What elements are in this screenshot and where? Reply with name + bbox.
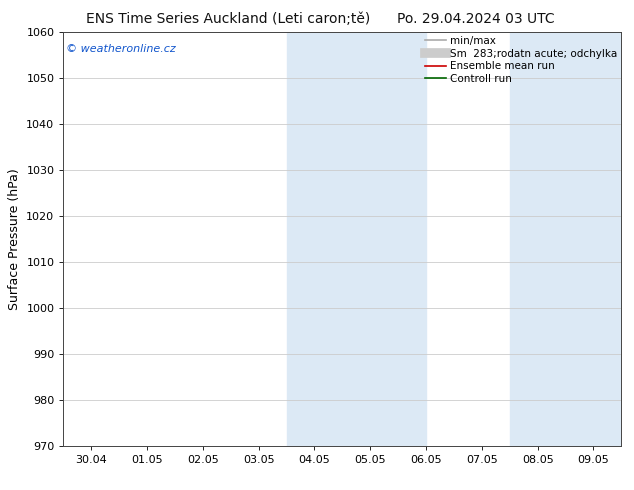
Text: © weatheronline.cz: © weatheronline.cz bbox=[66, 44, 176, 54]
Text: Po. 29.04.2024 03 UTC: Po. 29.04.2024 03 UTC bbox=[397, 12, 554, 26]
Legend: min/max, Sm  283;rodatn acute; odchylka, Ensemble mean run, Controll run: min/max, Sm 283;rodatn acute; odchylka, … bbox=[423, 34, 619, 86]
Text: ENS Time Series Auckland (Leti caron;tě): ENS Time Series Auckland (Leti caron;tě) bbox=[86, 12, 370, 26]
Bar bbox=[510, 32, 621, 446]
Y-axis label: Surface Pressure (hPa): Surface Pressure (hPa) bbox=[8, 168, 21, 310]
Bar bbox=[287, 32, 426, 446]
